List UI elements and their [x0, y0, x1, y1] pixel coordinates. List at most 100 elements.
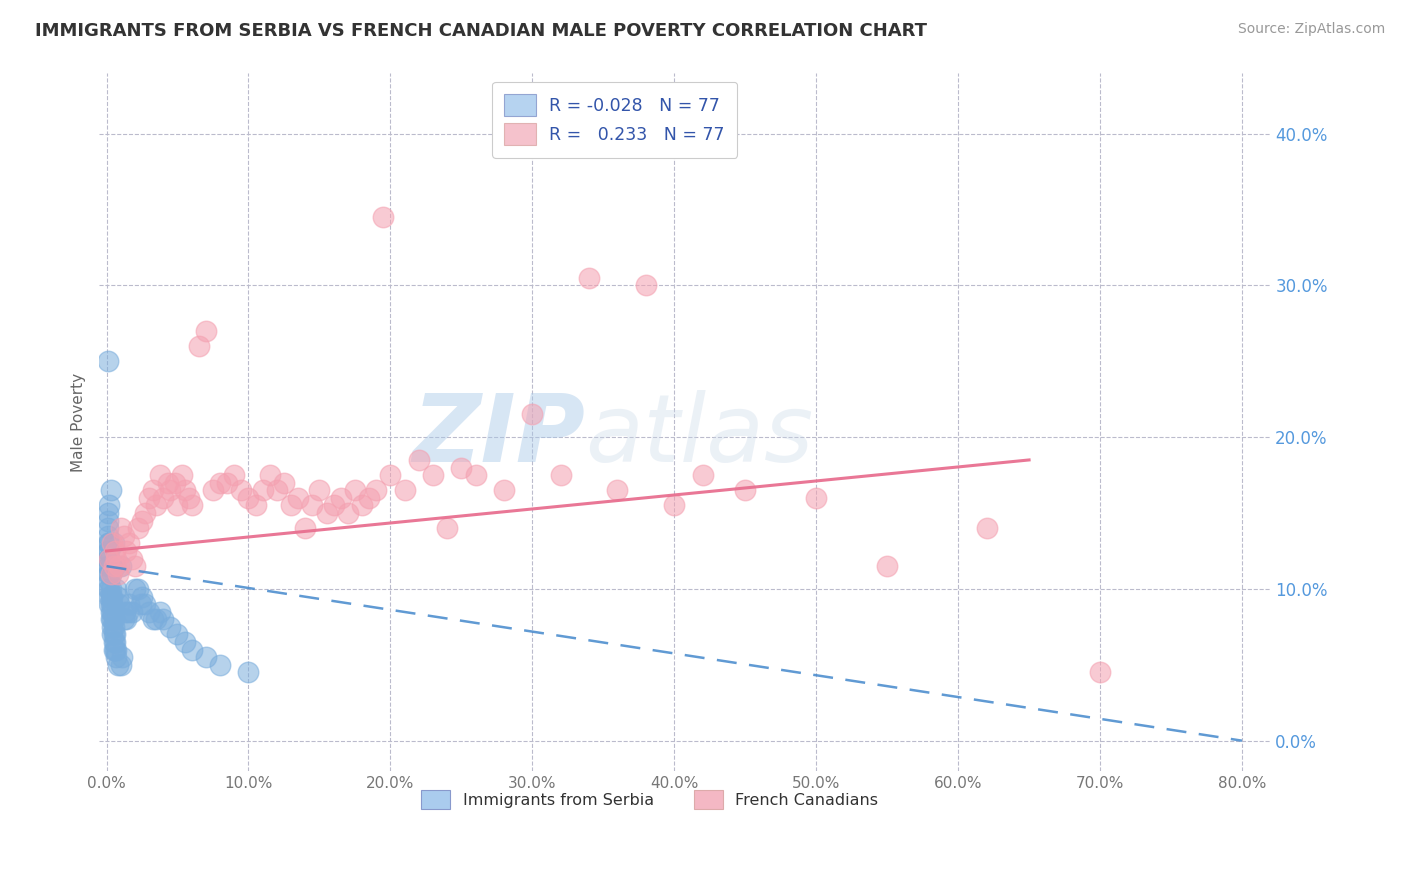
Point — [209, 657, 232, 672]
Point — [100, 582, 122, 596]
Point — [98, 559, 121, 574]
Point — [103, 635, 125, 649]
Point — [98, 536, 121, 550]
Point — [522, 408, 544, 422]
Point — [110, 657, 132, 672]
Point — [550, 468, 572, 483]
Point — [104, 635, 127, 649]
Point — [436, 521, 458, 535]
Point — [634, 278, 657, 293]
Point — [124, 582, 146, 596]
Point — [145, 612, 167, 626]
Point — [103, 627, 125, 641]
Point — [114, 605, 136, 619]
Point — [976, 521, 998, 535]
Point — [101, 590, 124, 604]
Point — [252, 483, 274, 498]
Point — [98, 582, 121, 596]
Point — [105, 551, 128, 566]
Point — [209, 475, 232, 490]
Point — [134, 597, 156, 611]
Point — [110, 521, 132, 535]
Point — [149, 468, 172, 483]
Point — [115, 612, 138, 626]
Point — [350, 499, 373, 513]
Point — [117, 605, 139, 619]
Point — [97, 551, 120, 566]
Point — [166, 499, 188, 513]
Point — [97, 559, 120, 574]
Point — [100, 566, 122, 581]
Point — [108, 559, 131, 574]
Point — [105, 650, 128, 665]
Point — [100, 559, 122, 574]
Point — [97, 521, 120, 535]
Text: IMMIGRANTS FROM SERBIA VS FRENCH CANADIAN MALE POVERTY CORRELATION CHART: IMMIGRANTS FROM SERBIA VS FRENCH CANADIA… — [35, 22, 927, 40]
Point — [131, 514, 153, 528]
Point — [98, 590, 121, 604]
Point — [100, 612, 122, 626]
Point — [163, 475, 186, 490]
Point — [177, 491, 200, 505]
Point — [664, 499, 686, 513]
Point — [98, 551, 121, 566]
Point — [108, 597, 131, 611]
Point — [734, 483, 756, 498]
Point — [238, 665, 260, 680]
Point — [111, 650, 134, 665]
Point — [287, 491, 309, 505]
Point — [138, 491, 160, 505]
Point — [118, 597, 141, 611]
Point — [98, 544, 121, 558]
Point — [408, 453, 430, 467]
Point — [343, 483, 366, 498]
Point — [231, 483, 253, 498]
Point — [259, 468, 281, 483]
Point — [98, 566, 121, 581]
Point — [152, 612, 174, 626]
Point — [194, 650, 217, 665]
Point — [876, 559, 898, 574]
Y-axis label: Male Poverty: Male Poverty — [72, 373, 86, 472]
Point — [149, 605, 172, 619]
Text: Source: ZipAtlas.com: Source: ZipAtlas.com — [1237, 22, 1385, 37]
Point — [156, 475, 179, 490]
Point — [1088, 665, 1111, 680]
Point — [98, 551, 121, 566]
Point — [107, 590, 129, 604]
Point — [118, 536, 141, 550]
Point — [97, 514, 120, 528]
Text: atlas: atlas — [585, 391, 814, 482]
Point — [100, 605, 122, 619]
Point — [359, 491, 381, 505]
Point — [124, 559, 146, 574]
Point — [138, 605, 160, 619]
Point — [121, 605, 143, 619]
Point — [145, 499, 167, 513]
Point — [97, 506, 120, 520]
Point — [450, 460, 472, 475]
Point — [245, 499, 267, 513]
Point — [180, 499, 202, 513]
Point — [131, 590, 153, 604]
Point — [104, 627, 127, 641]
Point — [97, 566, 120, 581]
Point — [152, 491, 174, 505]
Point — [103, 620, 125, 634]
Point — [101, 627, 124, 641]
Point — [380, 468, 402, 483]
Point — [322, 499, 344, 513]
Point — [308, 483, 330, 498]
Point — [170, 468, 193, 483]
Point — [336, 506, 359, 520]
Point — [97, 582, 120, 596]
Point — [98, 597, 121, 611]
Point — [238, 491, 260, 505]
Point — [101, 605, 124, 619]
Point — [180, 642, 202, 657]
Point — [166, 627, 188, 641]
Point — [217, 475, 239, 490]
Point — [273, 475, 295, 490]
Point — [806, 491, 828, 505]
Point — [464, 468, 486, 483]
